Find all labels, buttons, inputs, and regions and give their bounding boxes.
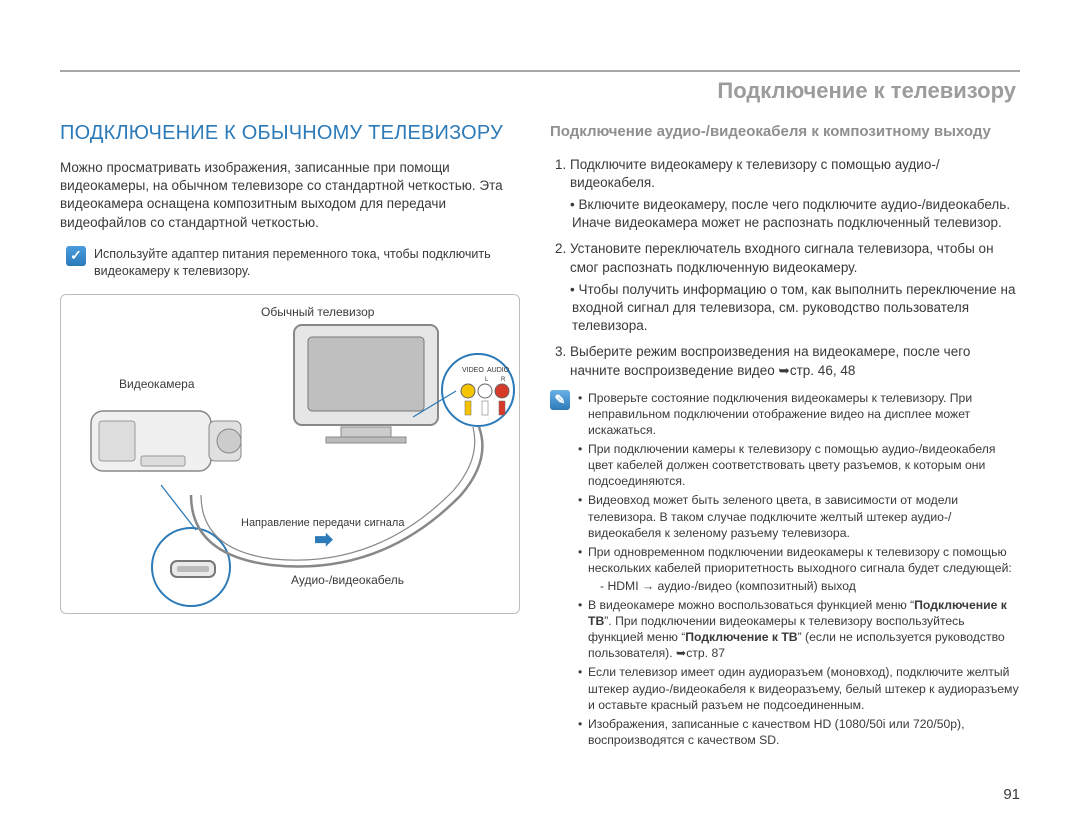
tip-item: При подключении камеры к телевизору с по…	[578, 441, 1020, 489]
left-column: ПОДКЛЮЧЕНИЕ К ОБЫЧНОМУ ТЕЛЕВИЗОРУ Можно …	[60, 122, 520, 751]
step-item: Подключите видеокамеру к телевизору с по…	[570, 156, 1020, 233]
tip-item: При одновременном подключении видеокамер…	[578, 544, 1020, 594]
section-title: ПОДКЛЮЧЕНИЕ К ОБЫЧНОМУ ТЕЛЕВИЗОРУ	[60, 122, 520, 145]
header-rule	[60, 70, 1020, 72]
step-item: Выберите режим воспроизведения на видеок…	[570, 343, 1020, 379]
note-text: Используйте адаптер питания переменного …	[94, 246, 520, 280]
rca-panel-circle: VIDEO AUDIO L R	[441, 353, 515, 427]
rca-panel-icon: VIDEO AUDIO L R	[443, 355, 517, 429]
pencil-icon: ✎	[550, 390, 570, 410]
av-port-circle	[151, 527, 231, 607]
step-text: Подключите видеокамеру к телевизору с по…	[570, 157, 940, 190]
svg-text:R: R	[501, 377, 506, 383]
step-text: Выберите режим воспроизведения на видеок…	[570, 344, 970, 377]
page-header-title: Подключение к телевизору	[60, 78, 1020, 104]
tip-item: Видеовход может быть зеленого цвета, в з…	[578, 492, 1020, 540]
tips-list: Проверьте состояние подключения видеокам…	[578, 390, 1020, 751]
cable-label: Аудио-/видеокабель	[291, 573, 404, 587]
video-text: VIDEO	[462, 367, 484, 374]
tip-text: При одновременном подключении видеокамер…	[588, 545, 1012, 575]
svg-text:L: L	[485, 377, 489, 383]
page-number: 91	[1003, 786, 1020, 803]
tip-sub: HDMI → аудио-/видео (композитный) выход	[600, 578, 1020, 594]
tips-block: ✎ Проверьте состояние подключения видеок…	[550, 390, 1020, 751]
camcorder-icon	[81, 391, 251, 501]
steps-list: Подключите видеокамеру к телевизору с по…	[550, 156, 1020, 380]
tip-item: Изображения, записанные с качеством HD (…	[578, 716, 1020, 748]
step-sub: Включите видеокамеру, после чего подключ…	[572, 196, 1020, 232]
tv-icon	[286, 319, 446, 449]
check-icon: ✓	[66, 246, 86, 266]
tip-item: В видеокамере можно воспользоваться функ…	[578, 597, 1020, 661]
connection-diagram: Обычный телевизор Видеокамера Направлени…	[60, 294, 520, 614]
tip-item: Если телевизор имеет один аудиоразъем (м…	[578, 664, 1020, 712]
signal-direction-label: Направление передачи сигнала	[241, 517, 404, 529]
two-column-layout: ПОДКЛЮЧЕНИЕ К ОБЫЧНОМУ ТЕЛЕВИЗОРУ Можно …	[60, 122, 1020, 751]
step-sub: Чтобы получить информацию о том, как вып…	[572, 281, 1020, 336]
note-block: ✓ Используйте адаптер питания переменног…	[60, 246, 520, 280]
manual-page: Подключение к телевизору ПОДКЛЮЧЕНИЕ К О…	[0, 0, 1080, 781]
pencil-glyph: ✎	[555, 392, 566, 408]
camcorder-label: Видеокамера	[119, 377, 195, 391]
right-column: Подключение аудио-/видеокабеля к компози…	[550, 122, 1020, 751]
signal-arrow-icon	[315, 533, 333, 547]
tip-item: Проверьте состояние подключения видеокам…	[578, 390, 1020, 438]
tv-label: Обычный телевизор	[261, 305, 374, 319]
step-item: Установите переключатель входного сигнал…	[570, 240, 1020, 335]
check-glyph: ✓	[70, 247, 82, 264]
av-port-icon	[153, 529, 233, 609]
step-text: Установите переключатель входного сигнал…	[570, 241, 994, 274]
subsection-title: Подключение аудио-/видеокабеля к компози…	[550, 122, 1020, 142]
intro-paragraph: Можно просматривать изображения, записан…	[60, 159, 520, 232]
audio-text: AUDIO	[487, 367, 510, 374]
